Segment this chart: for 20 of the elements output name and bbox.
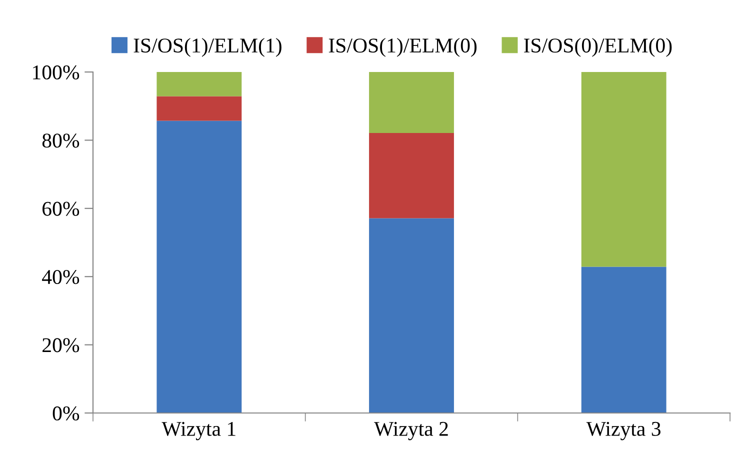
bar	[156, 120, 242, 413]
bar	[369, 218, 454, 413]
y-tick-label: 100%	[33, 65, 80, 80]
bar	[581, 266, 666, 413]
bar	[581, 72, 666, 267]
bar	[369, 133, 454, 218]
bar	[369, 72, 454, 134]
y-tick-label: 0%	[52, 406, 80, 420]
legend-label: IS/OS(1)/ELM(1)	[134, 38, 282, 57]
legend-label: IS/OS(1)/ELM(0)	[328, 38, 477, 57]
y-tick-label: 40%	[42, 270, 80, 284]
y-tick-label: 80%	[42, 134, 80, 148]
y-tick-label: 60%	[42, 202, 80, 216]
legend-label: IS/OS(0)/ELM(0)	[524, 38, 672, 57]
x-tick-label: Wizyta 2	[374, 422, 448, 440]
x-tick-label: Wizyta 3	[586, 422, 660, 440]
x-tick-label: Wizyta 1	[162, 422, 236, 440]
y-tick-label: 20%	[42, 338, 80, 352]
bar	[156, 96, 242, 121]
bar	[156, 72, 242, 96]
